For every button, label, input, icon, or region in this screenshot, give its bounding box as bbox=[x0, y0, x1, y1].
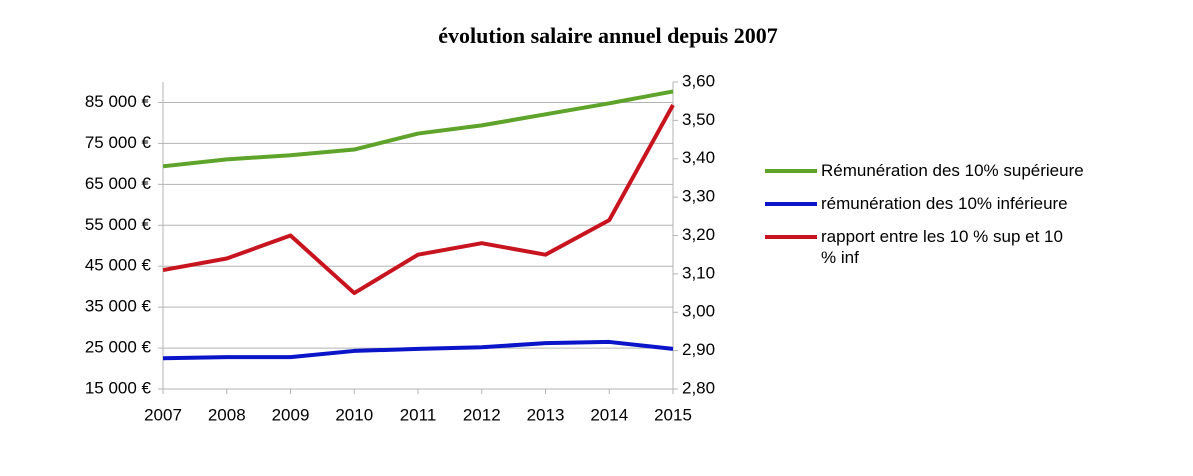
x-tick-label: 2008 bbox=[208, 405, 246, 424]
y2-tick-label: 3,20 bbox=[682, 225, 715, 244]
y2-tick-label: 3,10 bbox=[682, 263, 715, 282]
x-tick-label: 2007 bbox=[144, 405, 182, 424]
y-tick-label: 55 000 € bbox=[85, 215, 152, 234]
y-tick-label: 45 000 € bbox=[85, 256, 152, 275]
y2-tick-label: 2,80 bbox=[682, 378, 715, 397]
legend-label: Rémunération des 10% supérieure bbox=[821, 161, 1084, 180]
y2-tick-label: 3,60 bbox=[682, 71, 715, 90]
legend-swatch bbox=[765, 202, 817, 206]
legend-item: rémunération des 10% inférieure bbox=[765, 193, 1185, 214]
legend-label: rapport entre les 10 % sup et 10 % inf bbox=[821, 227, 1063, 267]
legend-item: rapport entre les 10 % sup et 10 % inf bbox=[765, 226, 1185, 268]
series-line bbox=[162, 104, 675, 296]
x-tick-label: 2009 bbox=[272, 405, 310, 424]
legend-item: Rémunération des 10% supérieure bbox=[765, 160, 1185, 181]
legend-swatch bbox=[765, 235, 817, 239]
x-tick-label: 2013 bbox=[527, 405, 565, 424]
series-line bbox=[162, 339, 674, 361]
y2-tick-label: 2,90 bbox=[682, 340, 715, 359]
series-line bbox=[162, 89, 674, 169]
y-tick-label: 75 000 € bbox=[85, 133, 152, 152]
legend-swatch bbox=[765, 169, 817, 173]
y2-tick-label: 3,40 bbox=[682, 148, 715, 167]
x-tick-label: 2015 bbox=[654, 405, 692, 424]
y-tick-label: 35 000 € bbox=[85, 297, 152, 316]
y-tick-label: 65 000 € bbox=[85, 174, 152, 193]
x-tick-label: 2010 bbox=[335, 405, 373, 424]
x-tick-label: 2011 bbox=[400, 405, 437, 424]
y-tick-label: 85 000 € bbox=[85, 92, 152, 111]
y-tick-label: 15 000 € bbox=[85, 378, 152, 397]
y2-tick-label: 3,30 bbox=[682, 187, 715, 206]
chart-title: évolution salaire annuel depuis 2007 bbox=[438, 23, 777, 48]
x-tick-label: 2012 bbox=[463, 405, 501, 424]
x-tick-label: 2014 bbox=[590, 405, 628, 424]
y2-tick-label: 3,00 bbox=[682, 302, 715, 321]
y2-tick-label: 3,50 bbox=[682, 110, 715, 129]
legend-label: rémunération des 10% inférieure bbox=[821, 194, 1068, 213]
y-tick-label: 25 000 € bbox=[85, 338, 152, 357]
